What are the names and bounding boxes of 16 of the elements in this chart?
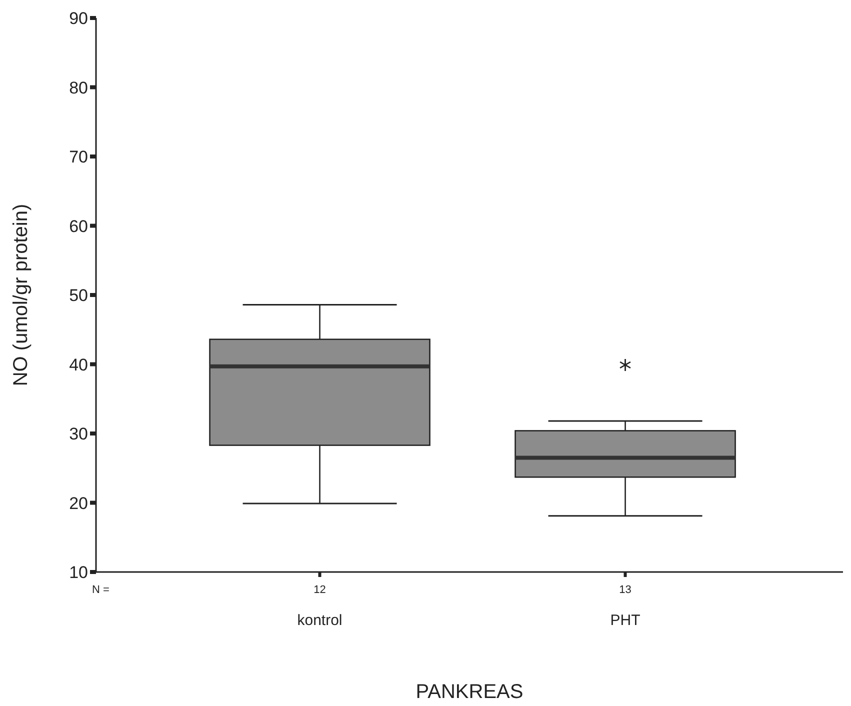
x-tick-label: PHT xyxy=(610,612,640,629)
y-tick-label: 80 xyxy=(69,78,88,98)
x-tick-label: kontrol xyxy=(297,612,342,629)
y-axis-title: NO (umol/gr protein) xyxy=(10,204,32,386)
annotation: 12 xyxy=(314,584,326,596)
y-tick-label: 10 xyxy=(69,563,88,582)
x-axis-title: PANKREAS xyxy=(416,681,524,703)
y-tick-label: 90 xyxy=(69,9,88,28)
y-tick-label: 60 xyxy=(69,216,88,236)
y-tick-label: 20 xyxy=(69,494,88,513)
annotation: 13 xyxy=(619,584,632,596)
text: N = xyxy=(92,584,110,596)
y-tick-label: 50 xyxy=(69,286,88,306)
y-tick-label: 70 xyxy=(69,148,88,167)
y-tick-label: 40 xyxy=(69,355,88,374)
y-tick-label: 30 xyxy=(69,424,88,444)
